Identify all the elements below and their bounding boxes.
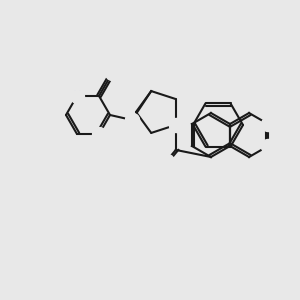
Text: N: N: [94, 128, 103, 141]
Text: N: N: [117, 51, 125, 64]
Text: N: N: [117, 51, 125, 64]
Text: N: N: [117, 51, 125, 64]
Text: N: N: [264, 140, 272, 152]
Text: C: C: [109, 65, 117, 78]
Text: N: N: [94, 128, 103, 141]
Text: O: O: [161, 155, 170, 168]
Text: N: N: [264, 118, 272, 130]
Text: N: N: [264, 118, 272, 130]
Text: N: N: [264, 140, 272, 152]
Text: O: O: [128, 113, 136, 127]
Text: N: N: [171, 118, 180, 131]
Text: C: C: [109, 65, 117, 78]
Text: O: O: [128, 113, 136, 127]
Text: N: N: [94, 128, 103, 141]
Text: N: N: [73, 89, 81, 102]
Text: N: N: [73, 89, 81, 102]
Text: C: C: [109, 65, 117, 78]
Text: N: N: [171, 118, 180, 131]
Text: O: O: [128, 113, 136, 127]
Text: O: O: [161, 155, 170, 168]
Text: N: N: [73, 89, 81, 102]
